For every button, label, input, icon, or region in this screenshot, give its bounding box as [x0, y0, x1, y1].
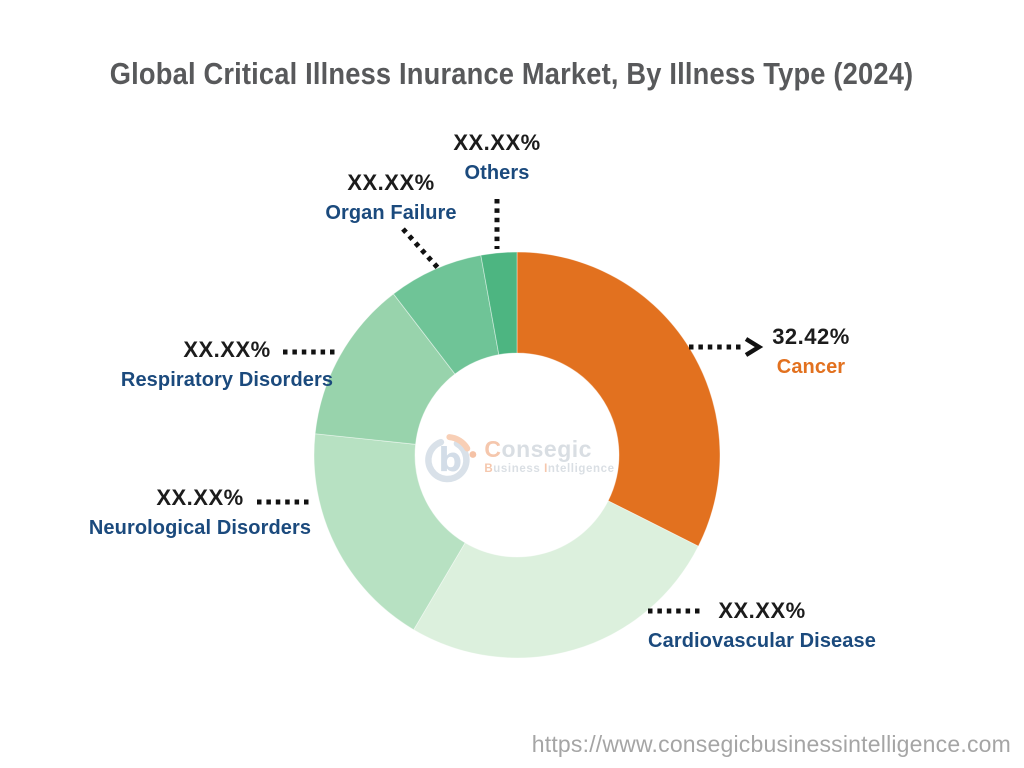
callout-neurological-disorders: XX.XX% Neurological Disorders — [80, 485, 320, 539]
label-respiratory-disorders: Respiratory Disorders — [120, 369, 334, 391]
callout-organ-failure: XX.XX% Organ Failure — [301, 170, 481, 224]
value-cardiovascular-disease: XX.XX% — [718, 598, 806, 623]
consegic-logo-text: Consegic Business Intelligence — [484, 438, 614, 476]
label-neurological-disorders: Neurological Disorders — [88, 517, 312, 539]
callout-others: XX.XX% Others — [437, 130, 557, 184]
label-cardiovascular-disease: Cardiovascular Disease — [648, 630, 876, 652]
chart-title-wrap: Global Critical Illness Inurance Market,… — [0, 56, 1024, 92]
label-cancer: Cancer — [776, 356, 846, 378]
slice-others — [480, 251, 518, 356]
chart-title: Global Critical Illness Inurance Market,… — [110, 56, 914, 91]
logo-tagline: Business Intelligence — [484, 463, 615, 476]
source-url-link[interactable]: https://www.consegicbusinessintelligence… — [531, 731, 1011, 757]
leader-lines — [257, 199, 764, 614]
value-cancer: 32.42% — [772, 324, 850, 349]
donut-slices — [313, 251, 721, 659]
value-organ-failure: XX.XX% — [347, 170, 435, 195]
leader-organ-failure — [401, 227, 440, 270]
value-respiratory-disorders: XX.XX% — [183, 337, 271, 362]
consegic-logo-mark-icon: b — [425, 434, 477, 483]
slice-neurological-disorders — [313, 433, 466, 631]
callout-cardiovascular-disease: XX.XX% Cardiovascular Disease — [640, 598, 884, 652]
arrowhead-icon — [744, 337, 764, 357]
label-organ-failure: Organ Failure — [325, 202, 457, 224]
callout-cancer: 32.42% Cancer — [756, 324, 866, 378]
label-others: Others — [464, 162, 530, 184]
consegic-logo: b Consegic Business Intelligence — [419, 428, 614, 486]
value-others: XX.XX% — [453, 130, 541, 155]
value-neurological-disorders: XX.XX% — [156, 485, 244, 510]
slice-cancer — [516, 251, 721, 547]
logo-name: Consegic — [484, 436, 592, 463]
logo-letter-b: b — [438, 440, 462, 479]
callout-respiratory-disorders: XX.XX% Respiratory Disorders — [107, 337, 347, 391]
slice-cardiovascular-disease — [413, 500, 699, 659]
